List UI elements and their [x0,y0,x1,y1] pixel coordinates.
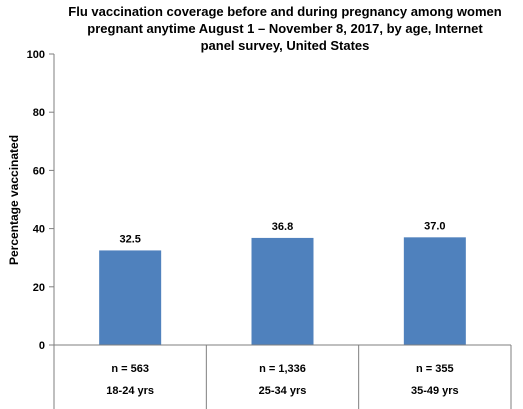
bar-0 [99,250,162,345]
y-tick-label: 60 [33,165,45,177]
category-label: 18-24 yrs [106,385,154,397]
category-label: 35-49 yrs [411,385,459,397]
data-label: 32.5 [119,233,140,245]
sample-size-label: n = 1,336 [259,363,306,375]
sample-size-label: n = 355 [416,363,454,375]
bar-2 [403,237,466,345]
sample-size-label: n = 563 [111,363,149,375]
y-tick-label: 0 [39,340,45,352]
category-label: 25-34 yrs [259,385,307,397]
y-axis-label: Percentage vaccinated [7,135,21,265]
y-tick-label: 80 [33,107,45,119]
y-tick-label: 40 [33,224,45,236]
chart-title-line-1: Flu vaccination coverage before and duri… [68,4,501,19]
chart-title: Flu vaccination coverage before and duri… [68,4,501,53]
data-label: 37.0 [424,220,445,232]
chart-title-line-2: pregnant anytime August 1 – November 8, … [87,21,483,36]
bar-1 [251,237,314,345]
chart-title-line-3: panel survey, United States [201,38,370,53]
plot-area: 32.5 36.8 37.0 [99,220,466,345]
y-tick-label: 100 [27,49,45,61]
x-axis: n = 563 18-24 yrs n = 1,336 25-34 yrs n = 35… [53,344,512,409]
y-axis: 0 20 40 60 80 100 [27,49,55,352]
data-label: 36.8 [272,221,293,233]
y-tick-label: 20 [33,282,45,294]
